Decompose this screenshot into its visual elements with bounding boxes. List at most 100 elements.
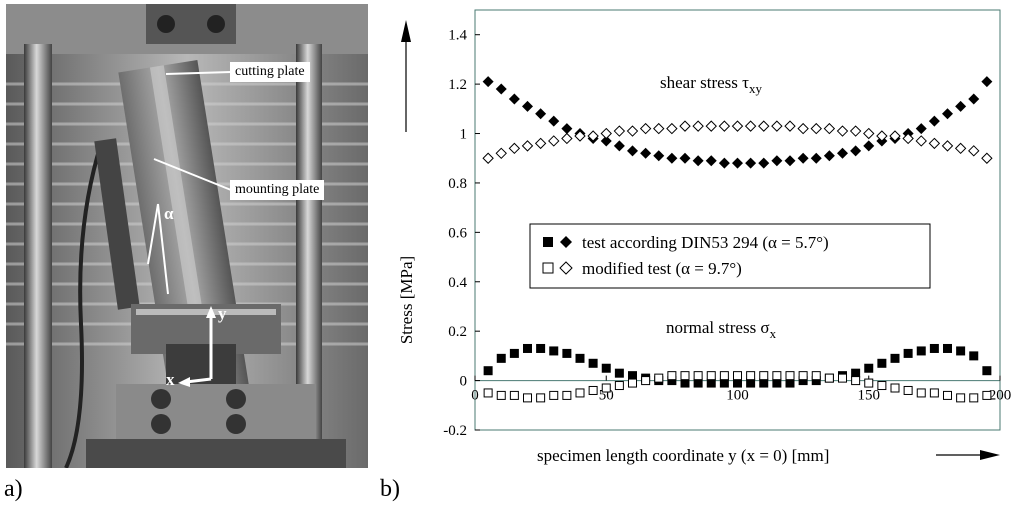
open-diamond-point: [784, 120, 796, 132]
filled-square-point: [628, 371, 637, 381]
open-diamond-point: [915, 135, 927, 147]
legend-label-modified: modified test (α = 9.7°): [582, 259, 742, 278]
legend-filled-square-marker: [543, 237, 553, 247]
x-axis-label: specimen length coordinate y (x = 0) [mm…: [537, 446, 829, 465]
legend-label-din: test according DIN53 294 (α = 5.7°): [582, 233, 829, 252]
x-tick-label: 200: [989, 388, 1012, 404]
filled-square-point: [798, 376, 808, 386]
open-square-point: [654, 373, 664, 383]
y-tick-label: 1: [460, 127, 468, 143]
open-diamond-point: [731, 120, 744, 132]
filled-diamond-point: [928, 115, 940, 127]
y-tick-label: 1.2: [448, 77, 467, 93]
open-square-point: [628, 378, 637, 388]
open-diamond-point: [482, 152, 494, 164]
filled-diamond-point: [784, 155, 796, 167]
filled-square-point: [496, 353, 506, 363]
open-square-point: [772, 371, 782, 381]
open-square-point: [982, 390, 992, 400]
open-diamond-point: [679, 120, 691, 132]
stress-chart: -0.2 0 0.2 0.4 0.6 0.8 1 1.2 1.4 0 50 100 150 200 St…: [380, 0, 1013, 510]
open-square-point: [798, 371, 808, 381]
open-square-point: [811, 371, 821, 381]
filled-diamond-point: [522, 100, 533, 112]
open-diamond-point: [823, 122, 836, 135]
open-square-point: [575, 388, 585, 398]
y-tick-label: 0.8: [448, 176, 467, 192]
axis-y-label: y: [218, 304, 227, 323]
legend: test according DIN53 294 (α = 5.7°) modi…: [529, 223, 931, 289]
open-diamond-point: [744, 120, 757, 132]
open-diamond-point: [495, 147, 507, 160]
filled-square-point: [916, 346, 926, 356]
axis-x-label: x: [166, 370, 175, 389]
x-tick-label: 150: [858, 388, 881, 404]
open-square-point: [864, 378, 874, 388]
open-square-point: [929, 388, 939, 398]
open-diamond-point: [968, 145, 980, 157]
filled-diamond-point: [679, 152, 691, 164]
y-tick-label: -0.2: [443, 423, 467, 439]
open-square-point: [680, 371, 690, 381]
filled-diamond-point: [837, 147, 848, 159]
open-square-point: [483, 388, 493, 398]
open-square-point: [588, 385, 598, 395]
legend-open-diamond-marker: [559, 261, 573, 275]
filled-diamond-point: [771, 155, 783, 167]
filled-square-point: [549, 346, 559, 356]
x-tick-label: 100: [726, 388, 749, 404]
normal-stress-annotation: normal stress σx: [666, 318, 777, 341]
panel-a-label: a): [4, 476, 23, 502]
filled-square-point: [772, 378, 782, 388]
angle-alpha-label: α: [164, 204, 174, 223]
open-square-point: [943, 390, 952, 400]
open-diamond-point: [981, 152, 993, 164]
y-tick-label: 0: [460, 374, 468, 390]
filled-square-point: [667, 376, 677, 386]
cutting-plate-callout: cutting plate: [230, 62, 310, 82]
open-diamond-point: [508, 142, 521, 155]
open-square-point: [785, 371, 795, 381]
filled-diamond-point: [666, 152, 678, 164]
filled-diamond-point: [718, 157, 730, 169]
filled-square-point: [890, 353, 900, 363]
open-square-point: [509, 390, 519, 400]
filled-square-point: [877, 358, 887, 368]
filled-diamond-point: [955, 100, 967, 112]
filled-square-point: [785, 378, 795, 388]
open-diamond-point: [876, 130, 888, 142]
open-diamond-point: [954, 142, 967, 155]
open-diamond-point: [928, 137, 941, 150]
y-tick-label: 0.4: [448, 275, 467, 291]
filled-square-point: [759, 378, 769, 388]
filled-square-point: [706, 378, 716, 388]
open-diamond-point: [889, 130, 901, 142]
filled-square-point: [483, 366, 493, 376]
shear-stress-annotation: shear stress τxy: [660, 73, 762, 96]
filled-square-point: [601, 363, 611, 373]
x-tick-label: 0: [471, 388, 479, 404]
open-diamond-point: [639, 122, 652, 135]
y-tick-label: 0.2: [448, 324, 467, 340]
filled-square-point: [509, 348, 519, 358]
open-square-point: [969, 393, 979, 403]
open-diamond-point: [771, 120, 783, 132]
x-axis-arrow: [936, 450, 1000, 460]
open-square-point: [667, 371, 677, 381]
series-open-square: [483, 371, 992, 403]
open-diamond-point: [863, 127, 875, 140]
filled-square-point: [536, 343, 546, 353]
open-diamond-point: [626, 125, 639, 137]
open-square-point: [733, 371, 742, 381]
open-square-point: [601, 383, 611, 393]
open-square-point: [719, 371, 729, 381]
open-diamond-point: [797, 122, 809, 135]
open-square-point: [614, 381, 624, 391]
open-square-point: [877, 381, 887, 391]
y-tick-label: 0.6: [448, 225, 467, 241]
open-square-point: [562, 390, 572, 400]
open-diamond-point: [653, 122, 665, 135]
test-rig-illustration: [6, 4, 368, 468]
y-axis-arrow: [401, 20, 411, 132]
open-square-point: [706, 371, 716, 381]
